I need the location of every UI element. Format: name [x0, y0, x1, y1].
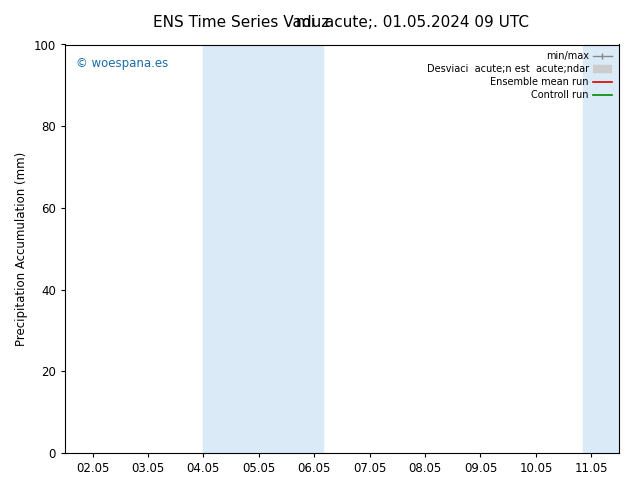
Text: © woespana.es: © woespana.es	[76, 57, 168, 70]
Bar	[204, 45, 323, 453]
Bar	[583, 45, 619, 453]
Y-axis label: Precipitation Accumulation (mm): Precipitation Accumulation (mm)	[15, 151, 28, 346]
Text: ENS Time Series Vaduz: ENS Time Series Vaduz	[153, 15, 329, 30]
Legend: min/max, Desviaci  acute;n est  acute;ndar, Ensemble mean run, Controll run: min/max, Desviaci acute;n est acute;ndar…	[423, 48, 616, 104]
Text: mi  acute;. 01.05.2024 09 UTC: mi acute;. 01.05.2024 09 UTC	[295, 15, 529, 30]
